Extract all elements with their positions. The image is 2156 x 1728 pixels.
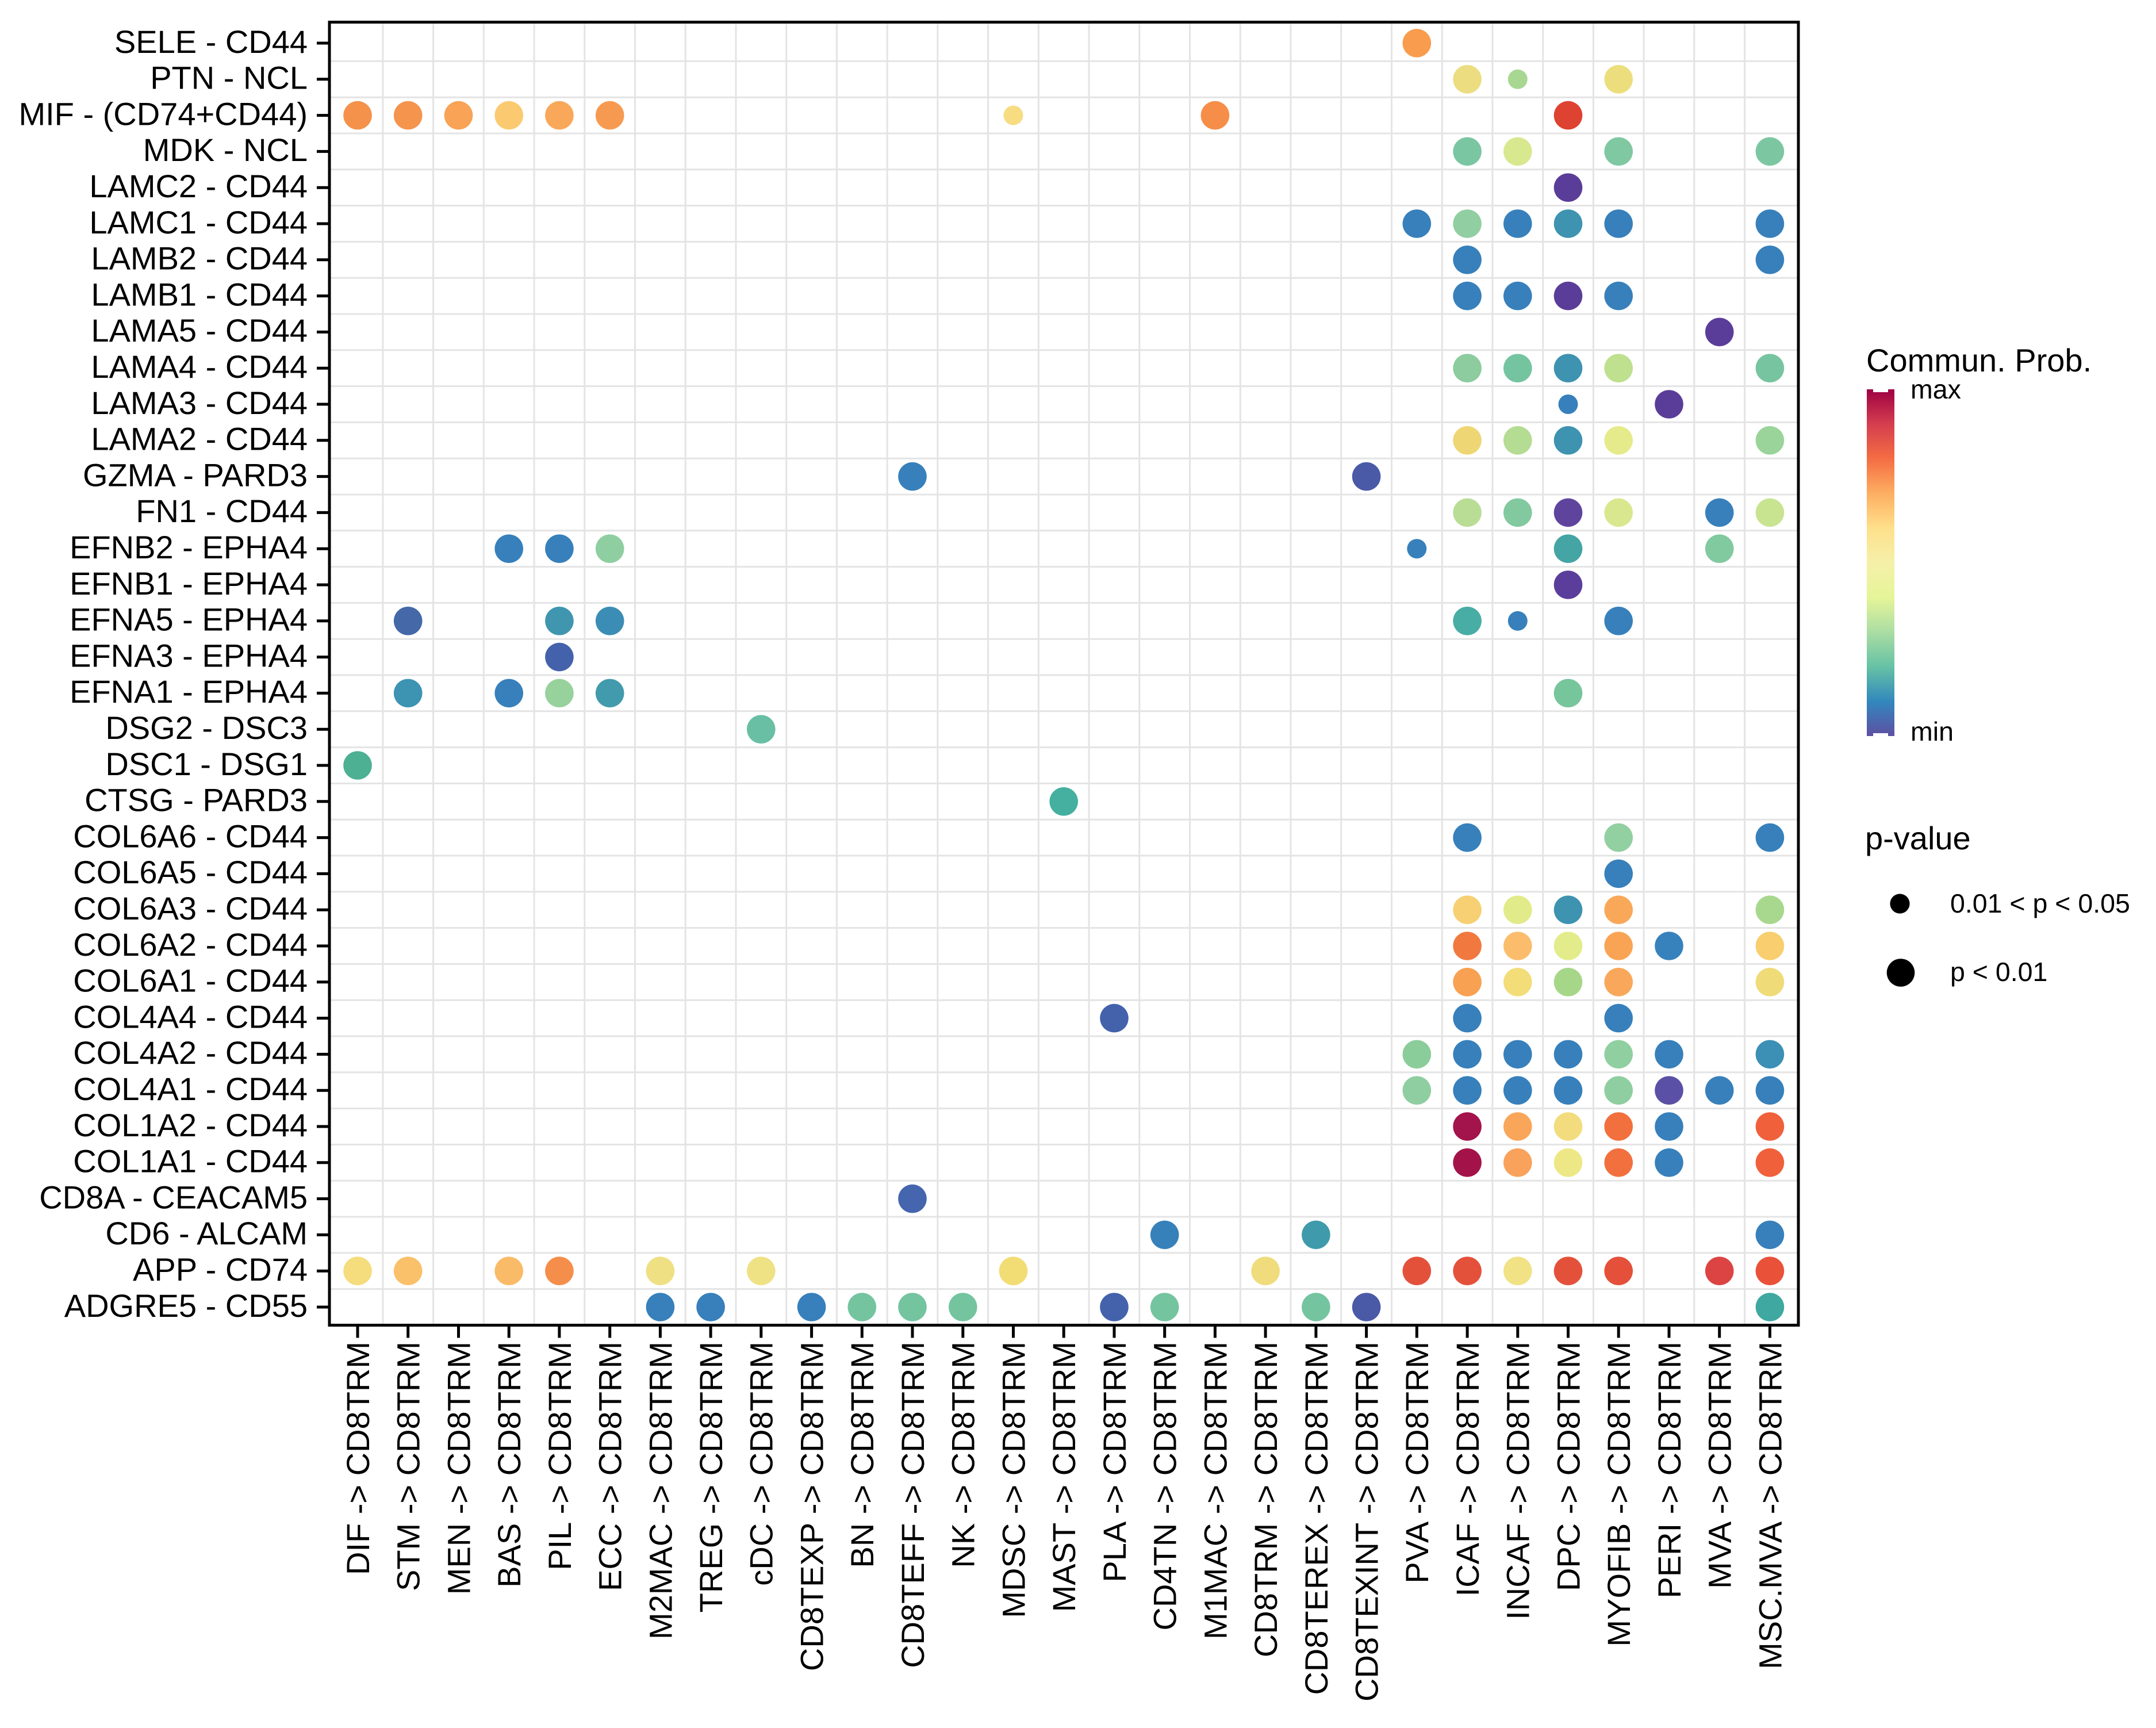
svg-text:COL1A2 - CD44: COL1A2 - CD44 <box>73 1107 308 1143</box>
svg-text:GZMA - PARD3: GZMA - PARD3 <box>83 457 308 493</box>
svg-text:APP - CD74: APP - CD74 <box>133 1251 308 1288</box>
svg-text:LAMB2 - CD44: LAMB2 - CD44 <box>91 240 308 277</box>
svg-text:COL6A3 - CD44: COL6A3 - CD44 <box>73 890 308 926</box>
svg-text:INCAF -> CD8TRM: INCAF -> CD8TRM <box>1500 1342 1536 1620</box>
svg-text:CD4TN -> CD8TRM: CD4TN -> CD8TRM <box>1147 1342 1183 1630</box>
svg-text:LAMA5 - CD44: LAMA5 - CD44 <box>91 312 308 348</box>
svg-text:ECC -> CD8TRM: ECC -> CD8TRM <box>592 1342 628 1591</box>
svg-text:MYOFIB -> CD8TRM: MYOFIB -> CD8TRM <box>1601 1342 1637 1646</box>
svg-text:p < 0.01: p < 0.01 <box>1950 957 2047 987</box>
svg-text:CTSG - PARD3: CTSG - PARD3 <box>85 782 308 818</box>
svg-text:EFNA3 - EPHA4: EFNA3 - EPHA4 <box>70 637 308 673</box>
svg-text:STM -> CD8TRM: STM -> CD8TRM <box>390 1342 427 1591</box>
svg-text:max: max <box>1911 374 1961 404</box>
svg-text:MEN -> CD8TRM: MEN -> CD8TRM <box>440 1342 477 1595</box>
svg-text:PVA -> CD8TRM: PVA -> CD8TRM <box>1399 1342 1435 1584</box>
svg-text:NK -> CD8TRM: NK -> CD8TRM <box>945 1342 981 1568</box>
svg-text:CD8A - CEACAM5: CD8A - CEACAM5 <box>39 1179 308 1215</box>
svg-text:ADGRE5 - CD55: ADGRE5 - CD55 <box>64 1288 308 1324</box>
svg-text:CD8TEXINT -> CD8TRM: CD8TEXINT -> CD8TRM <box>1349 1342 1385 1702</box>
svg-text:LAMA2 - CD44: LAMA2 - CD44 <box>91 421 308 457</box>
svg-text:EFNA1 - EPHA4: EFNA1 - EPHA4 <box>70 673 308 710</box>
svg-text:cDC -> CD8TRM: cDC -> CD8TRM <box>743 1342 780 1586</box>
svg-text:Commun. Prob.: Commun. Prob. <box>1866 342 2092 378</box>
svg-text:EFNA5 - EPHA4: EFNA5 - EPHA4 <box>70 601 308 638</box>
svg-text:CD8TRM -> CD8TRM: CD8TRM -> CD8TRM <box>1248 1342 1284 1657</box>
svg-text:COL6A2 - CD44: COL6A2 - CD44 <box>73 926 308 963</box>
svg-text:COL6A1 - CD44: COL6A1 - CD44 <box>73 963 308 999</box>
svg-text:FN1 - CD44: FN1 - CD44 <box>136 493 308 529</box>
svg-text:BAS -> CD8TRM: BAS -> CD8TRM <box>491 1342 527 1588</box>
svg-text:MVA -> CD8TRM: MVA -> CD8TRM <box>1702 1342 1738 1589</box>
svg-text:DIF -> CD8TRM: DIF -> CD8TRM <box>340 1342 376 1575</box>
svg-text:CD6 - ALCAM: CD6 - ALCAM <box>105 1215 308 1251</box>
svg-text:MSC.MVA -> CD8TRM: MSC.MVA -> CD8TRM <box>1752 1342 1788 1669</box>
svg-text:PLA -> CD8TRM: PLA -> CD8TRM <box>1096 1342 1133 1583</box>
svg-text:COL4A4 - CD44: COL4A4 - CD44 <box>73 998 308 1034</box>
svg-text:MDK - NCL: MDK - NCL <box>143 132 308 168</box>
svg-text:DSG2 - DSC3: DSG2 - DSC3 <box>105 710 308 746</box>
svg-text:M1MAC -> CD8TRM: M1MAC -> CD8TRM <box>1197 1342 1233 1639</box>
svg-text:min: min <box>1911 717 1954 746</box>
svg-text:COL4A1 - CD44: COL4A1 - CD44 <box>73 1071 308 1107</box>
svg-text:M2MAC -> CD8TRM: M2MAC -> CD8TRM <box>642 1342 678 1639</box>
svg-text:COL4A2 - CD44: COL4A2 - CD44 <box>73 1034 308 1071</box>
svg-text:COL1A1 - CD44: COL1A1 - CD44 <box>73 1143 308 1179</box>
svg-text:LAMA3 - CD44: LAMA3 - CD44 <box>91 385 308 421</box>
svg-text:CD8TEREX -> CD8TRM: CD8TEREX -> CD8TRM <box>1298 1342 1334 1695</box>
svg-text:BN -> CD8TRM: BN -> CD8TRM <box>844 1342 880 1568</box>
svg-text:DPC -> CD8TRM: DPC -> CD8TRM <box>1550 1342 1586 1591</box>
svg-text:LAMB1 - CD44: LAMB1 - CD44 <box>91 276 308 312</box>
svg-text:PTN - NCL: PTN - NCL <box>150 60 308 96</box>
svg-text:MDSC -> CD8TRM: MDSC -> CD8TRM <box>995 1342 1031 1618</box>
svg-text:CD8TEFF -> CD8TRM: CD8TEFF -> CD8TRM <box>895 1342 931 1668</box>
svg-text:0.01 < p < 0.05: 0.01 < p < 0.05 <box>1950 888 2130 918</box>
svg-text:PERI -> CD8TRM: PERI -> CD8TRM <box>1651 1342 1687 1599</box>
svg-text:ICAF -> CD8TRM: ICAF -> CD8TRM <box>1449 1342 1486 1596</box>
svg-text:EFNB1 - EPHA4: EFNB1 - EPHA4 <box>70 565 308 601</box>
svg-text:MIF - (CD74+CD44): MIF - (CD74+CD44) <box>18 95 308 132</box>
svg-text:p-value: p-value <box>1865 820 1971 856</box>
svg-text:LAMC2 - CD44: LAMC2 - CD44 <box>89 168 308 204</box>
svg-text:PIL -> CD8TRM: PIL -> CD8TRM <box>542 1342 578 1570</box>
svg-text:CD8TEXP -> CD8TRM: CD8TEXP -> CD8TRM <box>794 1342 830 1671</box>
svg-text:COL6A5 - CD44: COL6A5 - CD44 <box>73 854 308 890</box>
svg-text:MAST -> CD8TRM: MAST -> CD8TRM <box>1046 1342 1082 1612</box>
svg-text:DSC1 - DSG1: DSC1 - DSG1 <box>105 746 308 782</box>
svg-text:TREG -> CD8TRM: TREG -> CD8TRM <box>693 1342 729 1612</box>
svg-text:LAMC1 - CD44: LAMC1 - CD44 <box>89 204 308 240</box>
svg-text:EFNB2 - EPHA4: EFNB2 - EPHA4 <box>70 529 308 565</box>
svg-text:COL6A6 - CD44: COL6A6 - CD44 <box>73 818 308 854</box>
svg-text:SELE - CD44: SELE - CD44 <box>114 24 308 60</box>
svg-text:LAMA4 - CD44: LAMA4 - CD44 <box>91 348 308 385</box>
